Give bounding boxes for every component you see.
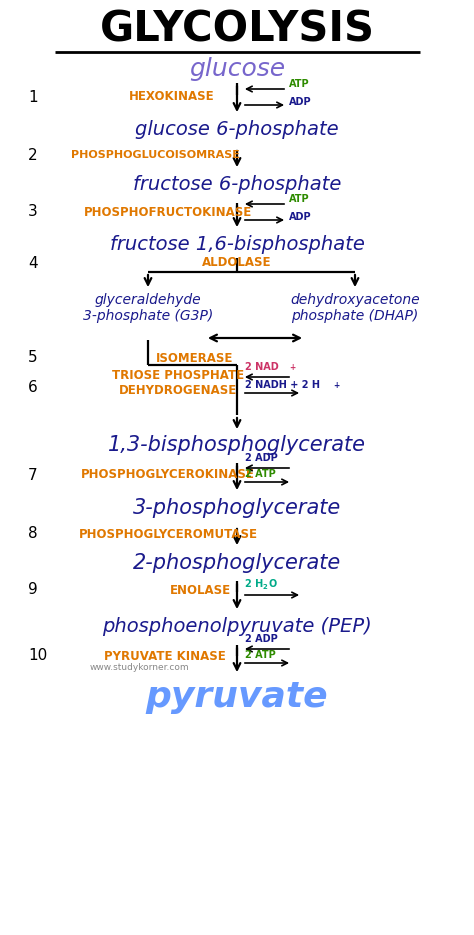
Text: +: +: [289, 363, 295, 372]
Text: 7: 7: [28, 468, 37, 482]
Text: 9: 9: [28, 583, 38, 597]
Text: 2: 2: [263, 584, 268, 590]
Text: ALDOLASE: ALDOLASE: [202, 256, 272, 269]
Text: 2-phosphoglycerate: 2-phosphoglycerate: [133, 553, 341, 573]
Text: fructose 6-phosphate: fructose 6-phosphate: [133, 175, 341, 194]
Text: ADP: ADP: [289, 212, 311, 222]
Text: TRIOSE PHOSPHATE
DEHYDROGENASE: TRIOSE PHOSPHATE DEHYDROGENASE: [112, 369, 244, 397]
Text: 4: 4: [28, 255, 37, 270]
Text: glyceraldehyde
3-phosphate (G3P): glyceraldehyde 3-phosphate (G3P): [83, 293, 213, 324]
Text: 2 ADP: 2 ADP: [245, 453, 278, 463]
Text: 3: 3: [28, 205, 38, 220]
Text: ISOMERASE: ISOMERASE: [156, 352, 234, 365]
Text: phosphoenolpyruvate (PEP): phosphoenolpyruvate (PEP): [102, 617, 372, 636]
Text: 2 ATP: 2 ATP: [245, 469, 276, 479]
Text: 2 ADP: 2 ADP: [245, 634, 278, 644]
Text: 2 ATP: 2 ATP: [245, 650, 276, 660]
Text: 6: 6: [28, 381, 38, 396]
Text: PHOSPHOFRUCTOKINASE: PHOSPHOFRUCTOKINASE: [84, 206, 252, 219]
Text: glucose 6-phosphate: glucose 6-phosphate: [135, 120, 339, 139]
Text: 2 NAD: 2 NAD: [245, 362, 279, 372]
Text: PHOSPHOGLUCOISOMRASE: PHOSPHOGLUCOISOMRASE: [71, 150, 239, 160]
Text: GLYCOLYSIS: GLYCOLYSIS: [100, 8, 374, 50]
Text: pyruvate: pyruvate: [146, 680, 328, 714]
Text: glucose: glucose: [189, 57, 285, 81]
Text: ATP: ATP: [289, 194, 310, 204]
Text: dehydroxyacetone
phosphate (DHAP): dehydroxyacetone phosphate (DHAP): [290, 293, 420, 324]
Text: ENOLASE: ENOLASE: [169, 583, 230, 597]
Text: ADP: ADP: [289, 97, 311, 107]
Text: www.studykorner.com: www.studykorner.com: [90, 664, 190, 672]
Text: 8: 8: [28, 526, 37, 541]
Text: 3-phosphoglycerate: 3-phosphoglycerate: [133, 498, 341, 518]
Text: PHOSPHOGLYCEROKINASE: PHOSPHOGLYCEROKINASE: [81, 468, 255, 482]
Text: 2 NADH + 2 H: 2 NADH + 2 H: [245, 380, 320, 390]
Text: 1,3-bisphosphoglycerate: 1,3-bisphosphoglycerate: [108, 435, 366, 455]
Text: 2 H: 2 H: [245, 579, 263, 589]
Text: PHOSPHOGLYCEROMUTASE: PHOSPHOGLYCEROMUTASE: [79, 527, 257, 540]
Text: +: +: [333, 381, 339, 390]
Text: ATP: ATP: [289, 79, 310, 89]
Text: fructose 1,6-bisphosphate: fructose 1,6-bisphosphate: [109, 235, 365, 254]
Text: 1: 1: [28, 90, 37, 105]
Text: HEXOKINASE: HEXOKINASE: [129, 91, 215, 104]
Text: O: O: [269, 579, 277, 589]
Text: 10: 10: [28, 649, 47, 664]
Text: 5: 5: [28, 351, 37, 366]
Text: 2: 2: [28, 148, 37, 163]
Text: PYRUVATE KINASE: PYRUVATE KINASE: [104, 650, 226, 663]
